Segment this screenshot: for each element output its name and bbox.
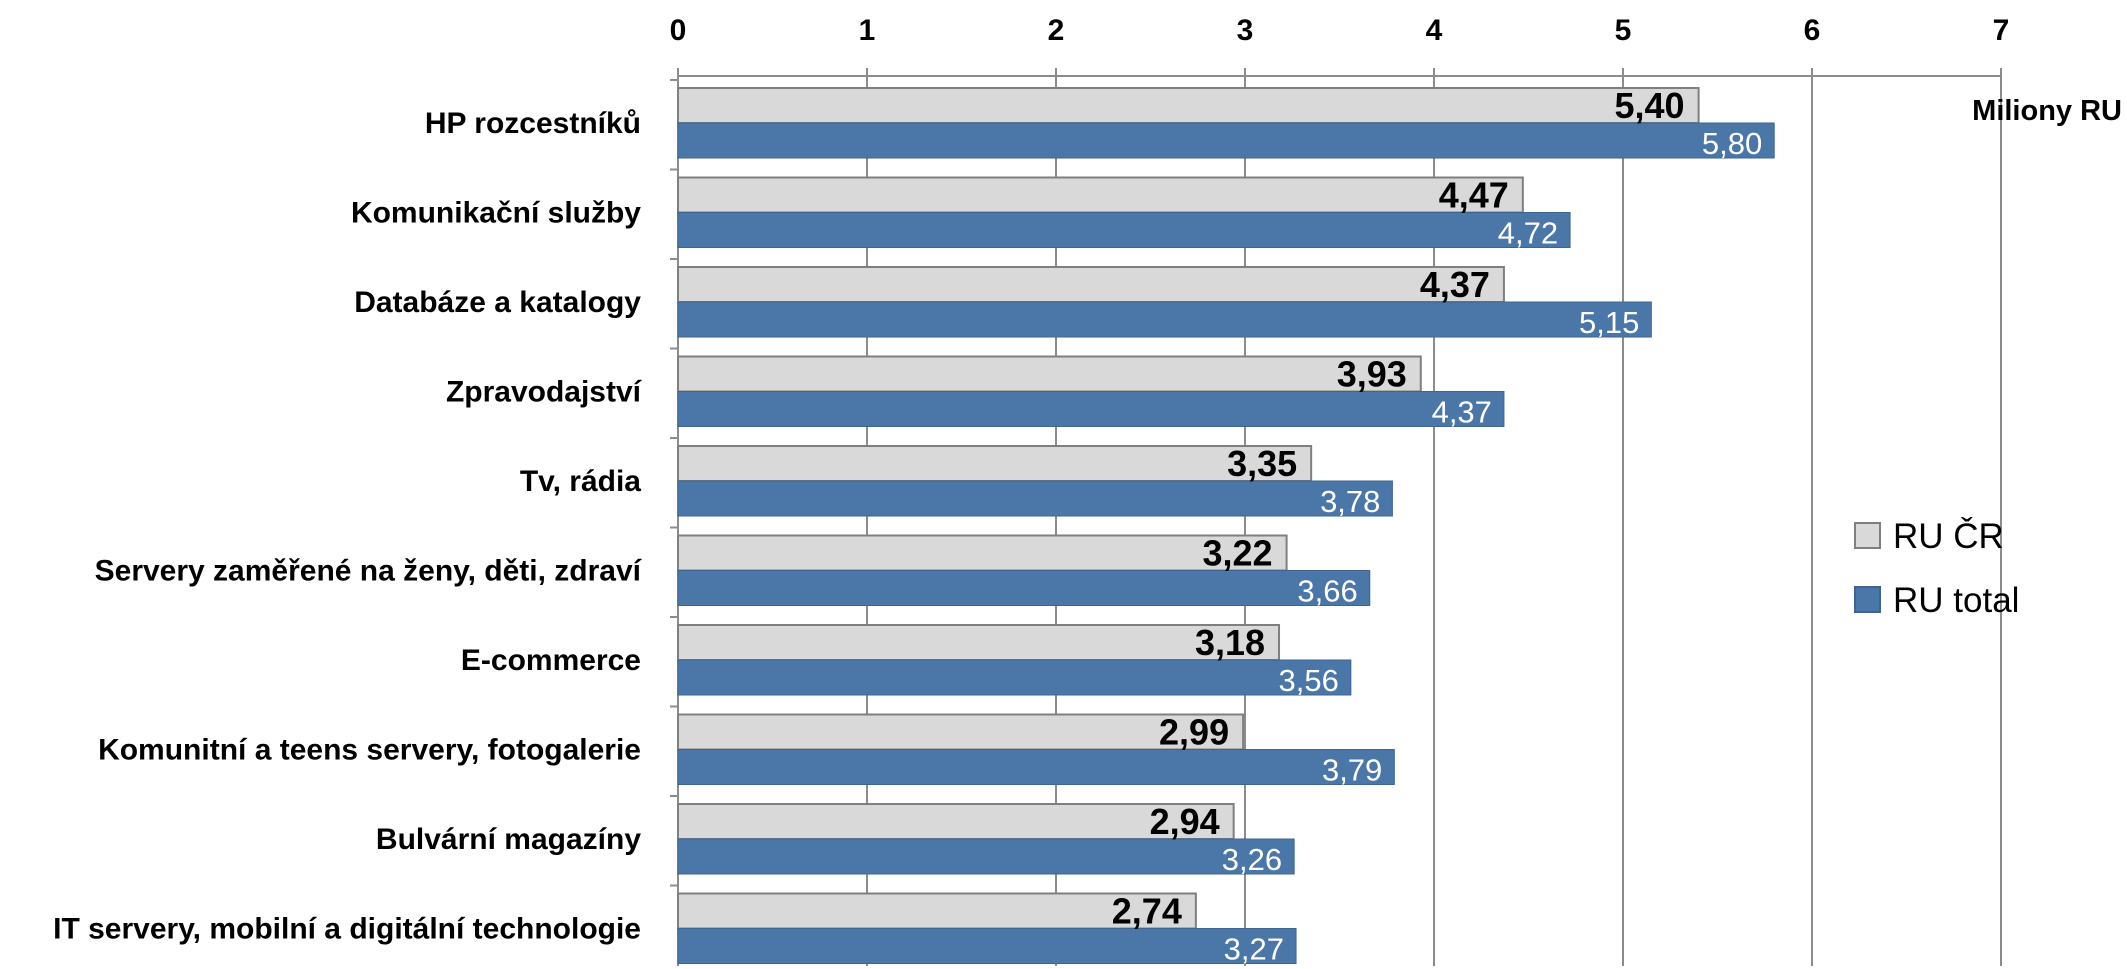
category-label: Bulvární magazíny [376,823,641,856]
category-label: Databáze a katalogy [354,286,641,319]
category-label: Tv, rádia [520,465,641,498]
bar-ru-total [677,928,1297,964]
legend: RU ČR RU total [1854,517,2019,620]
category-label: Komunikační služby [351,197,641,230]
bar-ru-cr [677,355,1422,393]
bar-ru-total [677,391,1505,427]
bar-ru-total [677,301,1652,338]
category-label: Komunitní a teens servery, fotogalerie [98,734,641,767]
bar-ru-cr [677,713,1245,751]
bar-ru-cr [677,176,1524,214]
bar-ru-cr [677,445,1313,482]
value-label-ru-total: 3,66 [1297,574,1357,609]
value-label-ru-cr: 3,93 [1337,354,1407,395]
bar-ru-total [677,749,1395,785]
category-label: E-commerce [461,644,641,677]
value-label-ru-cr: 4,47 [1439,175,1509,216]
x-tick-label: 4 [1426,14,1443,47]
value-label-ru-total: 5,15 [1579,305,1639,340]
bar-ru-total [677,659,1352,696]
value-labels: 5,405,804,474,724,375,153,934,373,353,78… [1112,85,1762,967]
legend-swatch [1854,522,1881,549]
legend-swatch [1854,586,1881,613]
value-label-ru-cr: 3,22 [1203,533,1273,574]
value-label-ru-total: 4,37 [1432,395,1492,430]
category-labels: HP rozcestníků Komunikační služby Databáze… [53,107,643,946]
x-tick-label: 5 [1615,14,1632,47]
bars [677,87,1775,964]
category-label: HP rozcestníků [425,107,641,140]
value-label-ru-total: 3,78 [1320,484,1380,519]
bar-ru-cr [677,892,1197,930]
bar-ru-total [677,480,1393,517]
bar-ru-total [677,212,1571,248]
value-label-ru-total: 3,27 [1224,932,1284,967]
category-label: IT servery, mobilní a digitální technolo… [53,913,641,946]
x-tick-label: 0 [670,14,687,47]
x-tick-label: 1 [859,14,876,47]
category-label: Servery zaměřené na ženy, děti, zdraví [95,555,643,588]
legend-label: RU ČR [1893,517,2004,556]
value-label-ru-total: 4,72 [1498,216,1558,251]
x-axis: 0 1 2 3 4 5 6 7 [670,14,2010,887]
bar-ru-cr [677,266,1505,303]
bar-ru-total [677,838,1295,875]
value-label-ru-cr: 2,74 [1112,891,1182,932]
value-label-ru-cr: 3,18 [1195,622,1265,663]
value-label-ru-total: 5,80 [1702,126,1762,161]
legend-label: RU total [1893,581,2019,620]
x-tick-label: 7 [1993,14,2010,47]
unit-label: Miliony RU [1972,95,2122,127]
bar-ru-cr [677,87,1700,124]
bar-ru-cr [677,534,1288,572]
value-label-ru-cr: 4,37 [1420,264,1490,305]
bar-ru-cr [677,624,1281,661]
bar-ru-total [677,122,1775,159]
value-label-ru-cr: 2,99 [1159,712,1229,753]
value-label-ru-total: 3,26 [1222,842,1282,877]
value-label-ru-total: 3,79 [1322,753,1382,788]
category-label: Zpravodajství [446,376,643,409]
value-label-ru-cr: 5,40 [1615,85,1685,126]
value-label-ru-total: 3,56 [1278,663,1338,698]
x-tick-label: 6 [1804,14,1821,47]
value-label-ru-cr: 3,35 [1227,443,1297,484]
bar-ru-total [677,570,1371,606]
value-label-ru-cr: 2,94 [1150,801,1220,842]
x-tick-label: 2 [1048,14,1065,47]
x-tick-label: 3 [1237,14,1254,47]
